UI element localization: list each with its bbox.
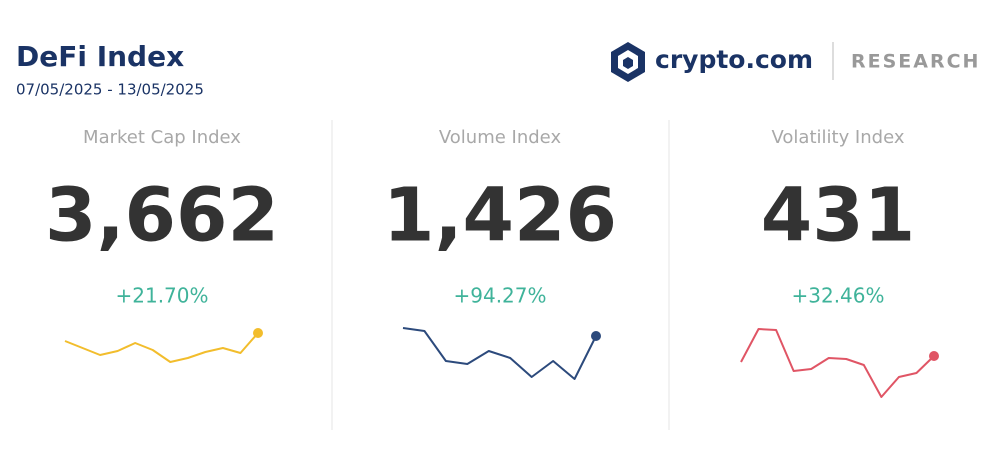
card-label: Volume Index [439,127,562,148]
sparkline [402,327,597,380]
logo: crypto.com RESEARCH [611,42,980,82]
sparkline-endpoint [929,351,939,361]
title: DeFi Index [16,40,184,73]
brand: crypto.com [655,45,813,74]
section: RESEARCH [851,51,980,73]
sparkline [64,332,259,363]
card-value: 3,662 [45,173,279,259]
card-value: 431 [761,173,915,259]
card-change: +21.70% [115,284,208,308]
card-value: 1,426 [383,173,617,259]
card-label: Volatility Index [771,127,904,148]
date-range: 07/05/2025 - 13/05/2025 [16,81,204,99]
card-change: +32.46% [791,284,884,308]
card-change: +94.27% [453,284,546,308]
card-label: Market Cap Index [83,127,241,148]
sparkline [740,328,935,398]
sparkline-endpoint [591,331,601,341]
sparkline-endpoint [253,328,263,338]
logo-core [623,57,633,69]
